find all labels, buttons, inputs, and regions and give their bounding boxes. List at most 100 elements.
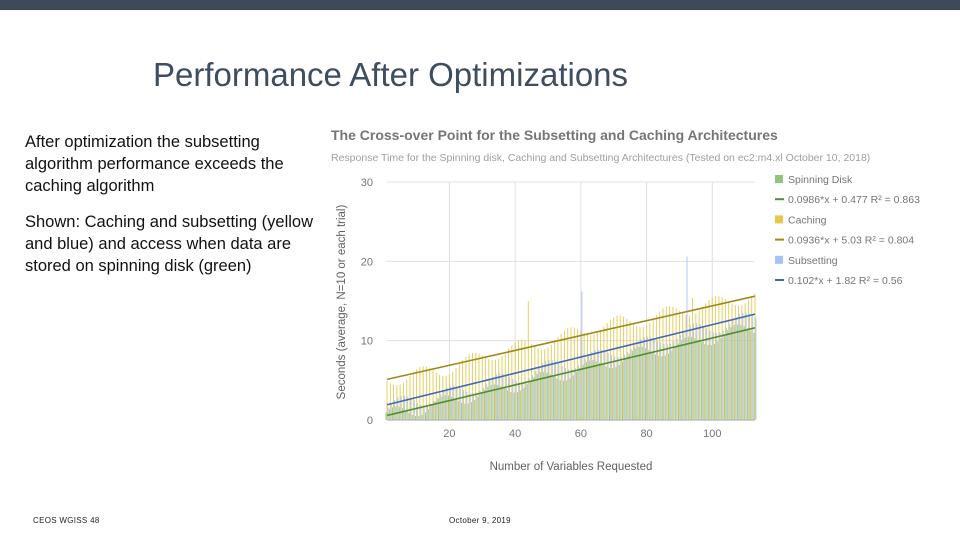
bar-spinning-disk	[470, 402, 472, 420]
bar-subsetting	[673, 341, 675, 420]
bar-spinning-disk	[444, 395, 446, 420]
bar-subsetting	[525, 380, 527, 420]
bar-caching	[573, 327, 575, 420]
bar-caching	[468, 354, 470, 420]
bar-spinning-disk	[447, 395, 449, 420]
bar-spinning-disk	[405, 410, 407, 420]
bar-spinning-disk	[684, 337, 686, 420]
bar-subsetting	[479, 390, 481, 420]
bar-subsetting	[725, 327, 727, 420]
bar-spinning-disk	[618, 364, 620, 420]
bar-spinning-disk	[464, 403, 466, 420]
bar-caching	[462, 360, 464, 420]
bar-subsetting	[426, 405, 428, 420]
bar-subsetting	[555, 361, 557, 420]
bar-subsetting	[745, 312, 747, 420]
bar-subsetting	[456, 386, 458, 420]
bar-spinning-disk	[677, 343, 679, 420]
bar-caching	[471, 352, 473, 420]
bar-subsetting	[443, 390, 445, 420]
bar-caching	[623, 316, 625, 420]
bar-subsetting	[578, 365, 580, 420]
bar-caching	[577, 329, 579, 420]
bar-caching	[563, 330, 565, 420]
bar-spinning-disk	[536, 374, 538, 420]
bar-subsetting	[492, 376, 494, 420]
bar-caching	[465, 356, 467, 420]
bar-caching	[632, 323, 634, 420]
bar-spinning-disk	[454, 398, 456, 420]
bar-spinning-disk	[510, 392, 512, 420]
legend-series-label: Subsetting	[788, 255, 838, 267]
bar-caching	[682, 313, 684, 420]
bar-caching	[455, 368, 457, 420]
bar-subsetting	[564, 367, 566, 420]
bar-caching	[708, 299, 710, 420]
bar-caching	[419, 367, 421, 420]
bar-spinning-disk	[622, 361, 624, 420]
bar-caching	[409, 375, 411, 420]
bar-subsetting	[387, 407, 389, 420]
bar-spinning-disk	[615, 367, 617, 420]
x-tick-label: 80	[640, 428, 652, 440]
bar-spinning-disk	[717, 341, 719, 420]
bar-spinning-disk	[461, 402, 463, 420]
bar-spinning-disk	[674, 347, 676, 420]
bar-spinning-disk	[572, 375, 574, 420]
bar-spinning-disk	[477, 396, 479, 420]
bar-caching	[626, 318, 628, 420]
bar-spinning-disk	[651, 352, 653, 420]
bar-caching	[445, 375, 447, 420]
legend-series-label: Caching	[788, 214, 827, 226]
bar-spinning-disk	[671, 350, 673, 420]
bar-subsetting	[571, 369, 573, 420]
bar-spinning-disk	[700, 342, 702, 420]
bar-caching	[540, 349, 542, 420]
bar-caching	[711, 297, 713, 420]
bar-spinning-disk	[487, 386, 489, 420]
bar-subsetting	[607, 352, 609, 420]
bar-caching	[738, 305, 740, 420]
crossover-chart: The Cross-over Point for the Subsetting …	[331, 127, 920, 473]
x-tick-label: 40	[509, 428, 521, 440]
bar-spinning-disk	[385, 412, 387, 420]
bar-caching	[554, 341, 556, 420]
bar-spinning-disk	[533, 376, 535, 420]
bar-spinning-disk	[582, 364, 584, 420]
bar-spinning-disk	[694, 338, 696, 420]
bar-spinning-disk	[438, 398, 440, 420]
bar-caching	[439, 374, 441, 420]
bar-subsetting	[568, 369, 570, 420]
bar-subsetting	[440, 394, 442, 420]
bar-subsetting	[584, 358, 586, 420]
bar-subsetting	[522, 382, 524, 420]
bar-caching	[550, 344, 552, 420]
bar-spinning-disk	[746, 328, 748, 420]
bar-subsetting	[643, 337, 645, 420]
bar-subsetting	[558, 363, 560, 420]
bar-caching	[751, 296, 753, 420]
bar-caching	[478, 353, 480, 420]
bar-subsetting	[499, 373, 501, 420]
bar-subsetting	[545, 360, 547, 420]
footer-date-label: October 9, 2019	[449, 516, 511, 525]
bar-spinning-disk	[401, 408, 403, 420]
bar-subsetting	[532, 374, 534, 420]
bar-subsetting	[752, 315, 754, 420]
bar-subsetting	[538, 366, 540, 420]
bar-caching	[692, 297, 694, 420]
bar-spinning-disk	[500, 386, 502, 420]
bar-caching	[570, 327, 572, 420]
bar-spinning-disk	[451, 396, 453, 420]
bar-subsetting	[683, 331, 685, 420]
bar-spinning-disk	[658, 356, 660, 420]
trendline-subsetting	[386, 313, 756, 406]
bar-spinning-disk	[710, 345, 712, 420]
legend-trend-label: 0.0986*x + 0.477 R² = 0.863	[788, 194, 920, 206]
legend-swatch	[775, 175, 783, 183]
bar-subsetting	[689, 325, 691, 420]
bar-spinning-disk	[641, 346, 643, 420]
bar-caching	[547, 347, 549, 420]
bar-caching	[416, 369, 418, 420]
bar-subsetting	[528, 378, 530, 420]
